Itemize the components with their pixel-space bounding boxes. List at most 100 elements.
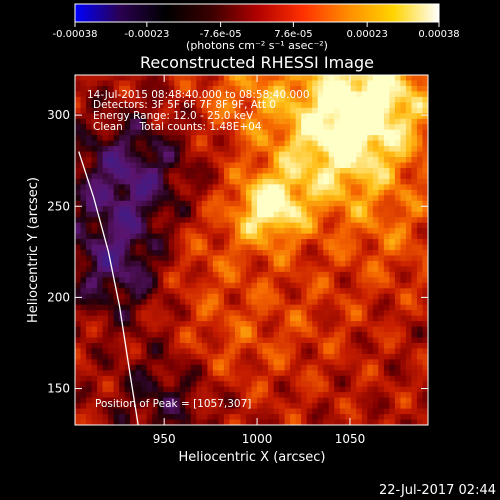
heatmap-cell <box>240 244 247 251</box>
heatmap-cell <box>75 326 82 333</box>
heatmap-cell <box>350 102 357 109</box>
heatmap-cell <box>146 321 153 328</box>
heatmap-cell <box>383 173 390 180</box>
heatmap-cell <box>284 408 291 415</box>
heatmap-cell <box>201 419 208 425</box>
heatmap-cell <box>378 342 385 350</box>
heatmap-cell <box>146 364 153 371</box>
heatmap-cell <box>422 233 428 240</box>
heatmap-cell <box>141 222 148 229</box>
heatmap-cell <box>218 375 225 382</box>
heatmap-cell <box>113 282 120 289</box>
heatmap-cell <box>257 348 264 355</box>
heatmap-cell <box>179 146 186 153</box>
heatmap-cell <box>97 414 104 421</box>
heatmap-cell <box>245 107 253 114</box>
heatmap-cell <box>295 233 302 240</box>
heatmap-cell <box>361 375 368 382</box>
heatmap-cell <box>251 80 258 87</box>
heatmap-cell <box>383 80 390 87</box>
heatmap-cell <box>212 124 220 131</box>
heatmap-cell <box>405 282 413 289</box>
heatmap-cell <box>422 414 428 421</box>
heatmap-cell <box>290 146 297 153</box>
heatmap-cell <box>317 266 324 273</box>
heatmap-cell <box>367 96 374 103</box>
heatmap-cell <box>124 375 131 382</box>
heatmap-cell <box>262 414 269 421</box>
heatmap-cell <box>113 173 120 180</box>
heatmap-cell <box>146 113 153 120</box>
heatmap-cell <box>411 162 418 169</box>
heatmap-cell <box>119 129 126 136</box>
heatmap-cell <box>345 392 352 399</box>
heatmap-cell <box>196 299 203 306</box>
heatmap-cell <box>273 80 280 87</box>
heatmap-cell <box>367 195 374 202</box>
heatmap-cell <box>416 250 424 257</box>
heatmap-cell <box>80 102 87 109</box>
heatmap-cell <box>146 255 153 262</box>
heatmap-cell <box>361 310 368 317</box>
heatmap-cell <box>168 189 175 196</box>
heatmap-cell <box>168 118 175 125</box>
heatmap-cell <box>328 288 335 295</box>
heatmap-cell <box>113 239 120 246</box>
heatmap-cell <box>372 184 379 191</box>
heatmap-cell <box>201 370 208 377</box>
heatmap-cell <box>372 233 379 240</box>
heatmap-cell <box>356 375 363 382</box>
heatmap-cell <box>290 173 297 180</box>
heatmap-cell <box>240 107 247 114</box>
heatmap-cell <box>163 310 170 317</box>
heatmap-cell <box>141 189 148 196</box>
heatmap-cell <box>152 195 159 202</box>
heatmap-cell <box>361 255 368 262</box>
heatmap-cell <box>257 157 264 164</box>
heatmap-cell <box>185 266 192 273</box>
heatmap-cell <box>323 222 330 229</box>
heatmap-cell <box>350 107 357 114</box>
heatmap-cell <box>339 364 346 371</box>
heatmap-cell <box>372 288 379 295</box>
heatmap-cell <box>262 91 269 98</box>
heatmap-cell <box>328 107 335 114</box>
heatmap-cell <box>378 113 385 120</box>
heatmap-cell <box>185 157 192 164</box>
heatmap-cell <box>268 293 275 300</box>
heatmap-cell <box>212 217 220 224</box>
heatmap-cell <box>119 118 126 125</box>
heatmap-cell <box>207 173 214 180</box>
heatmap-cell <box>245 299 253 306</box>
heatmap-cell <box>400 386 407 393</box>
heatmap-cell <box>328 381 335 388</box>
heatmap-cell <box>339 140 346 147</box>
heatmap-cell <box>108 195 115 202</box>
heatmap-cell <box>212 260 220 268</box>
heatmap-cell <box>268 304 275 311</box>
heatmap-cell <box>422 277 428 284</box>
heatmap-cell <box>86 370 93 377</box>
heatmap-cell <box>257 266 264 273</box>
heatmap-cell <box>257 364 264 371</box>
heatmap-cell <box>284 244 291 251</box>
heatmap-cell <box>367 310 374 317</box>
heatmap-cell <box>196 260 203 268</box>
heatmap-cell <box>201 244 208 251</box>
heatmap-cell <box>86 200 93 207</box>
heatmap-cell <box>141 310 148 317</box>
heatmap-cell <box>422 408 428 415</box>
heatmap-cell <box>361 91 368 98</box>
heatmap-cell <box>328 167 335 175</box>
heatmap-cell <box>75 173 82 180</box>
heatmap-cell <box>416 217 424 224</box>
heatmap-cell <box>411 282 418 289</box>
heatmap-cell <box>411 304 418 311</box>
heatmap-cell <box>367 403 374 410</box>
heatmap-cell <box>400 228 407 235</box>
heatmap-cell <box>212 414 220 421</box>
heatmap-cell <box>416 118 424 125</box>
heatmap-cell <box>312 102 319 109</box>
heatmap-cell <box>279 80 286 87</box>
heatmap-cell <box>174 419 181 425</box>
